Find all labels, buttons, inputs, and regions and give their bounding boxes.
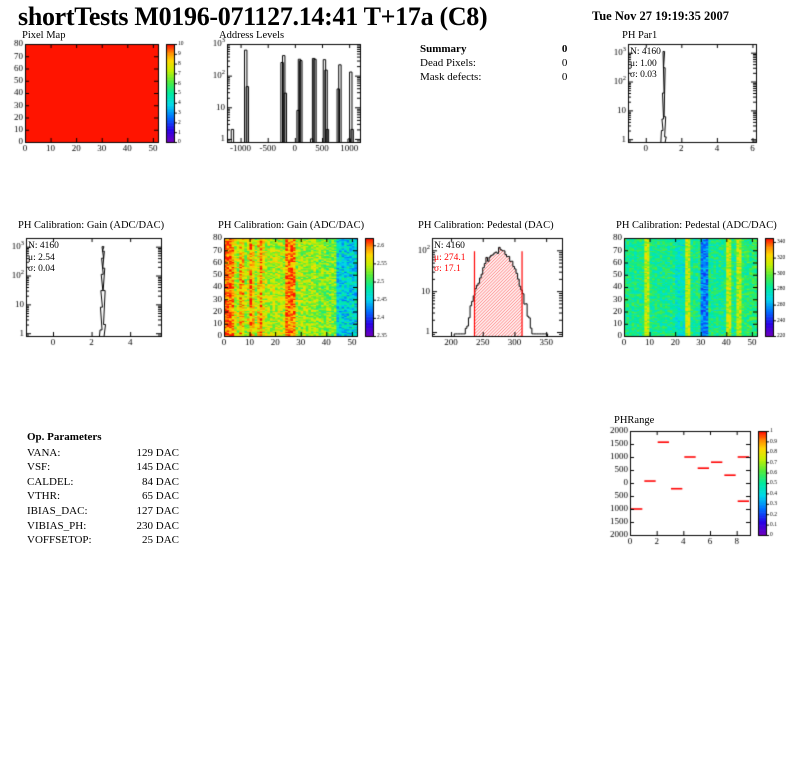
stat-sigma-ph-par1: σ: 0.03 — [630, 70, 657, 80]
summary-block: Summary 0 Dead Pixels: 0 Mask defects: 0 — [420, 42, 567, 84]
op-param-value-vana: 129 DAC — [136, 446, 179, 459]
op-param-value-voffsetop: 25 DAC — [142, 534, 179, 547]
stat-n-ph-pedestal: N: 4160 — [434, 241, 465, 251]
chart-canvas-ph-par1 — [600, 30, 796, 160]
op-param-label-vana: VANA: — [27, 446, 61, 459]
summary-heading: Summary — [420, 43, 467, 55]
chart-ph-gain-hist: PH Calibration: Gain (ADC/DAC) N: 4160 μ… — [0, 220, 196, 355]
op-param-label-voffsetop: VOFFSETOP: — [27, 534, 92, 547]
chart-address-levels: Address Levels — [197, 30, 393, 160]
op-param-value-vthr: 65 DAC — [142, 490, 179, 503]
stats-ph-gain-hist: N: 4160 μ: 2.54 σ: 0.04 — [28, 241, 59, 276]
summary-value-mask-defects: 0 — [561, 71, 568, 83]
stat-n-ph-gain: N: 4160 — [28, 241, 59, 251]
op-param-label-vibias-ph: VIBIAS_PH: — [27, 519, 87, 532]
stat-mu-ph-par1: μ: 1.00 — [630, 58, 657, 69]
op-param-value-ibias-dac: 127 DAC — [136, 504, 179, 517]
op-parameters-block: Op. Parameters VANA: 129 DAC VSF: 145 DAC … — [27, 430, 179, 548]
chart-ph-pedestal-hist: PH Calibration: Pedestal (DAC) N: 4160 μ… — [402, 220, 598, 355]
chart-canvas-ph-gain-map — [200, 220, 396, 355]
op-parameters-heading: Op. Parameters — [27, 431, 102, 443]
summary-value-dead-pixels: 0 — [561, 57, 568, 69]
stats-ph-par1: N: 4160 μ: 1.00 σ: 0.03 — [630, 47, 661, 82]
op-param-label-vsf: VSF: — [27, 461, 51, 474]
op-param-value-caldel: 84 DAC — [142, 475, 179, 488]
stats-ph-pedestal: N: 4160 μ: 274.1 σ: 17.1 — [434, 241, 465, 276]
summary-label-mask-defects: Mask defects: — [420, 71, 482, 83]
chart-ph-par1: PH Par1 N: 4160 μ: 1.00 σ: 0.03 — [600, 30, 796, 160]
chart-ph-pedestal-map: PH Calibration: Pedestal (ADC/DAC) — [600, 220, 796, 355]
chart-canvas-pixel-map — [0, 30, 196, 160]
summary-label-dead-pixels: Dead Pixels: — [420, 57, 476, 69]
chart-ph-gain-map: PH Calibration: Gain (ADC/DAC) — [200, 220, 396, 355]
op-param-label-caldel: CALDEL: — [27, 475, 74, 488]
stat-n-ph-par1: N: 4160 — [630, 47, 661, 57]
op-param-value-vibias-ph: 230 DAC — [136, 519, 179, 532]
stat-mu-ph-gain: μ: 2.54 — [28, 252, 55, 263]
summary-heading-value: 0 — [561, 43, 568, 55]
stat-mu-ph-pedestal: μ: 274.1 — [434, 252, 466, 263]
chart-canvas-ph-pedestal-hist — [402, 220, 598, 355]
page-title: shortTests M0196-071127.14:41 T+17a (C8) — [18, 2, 488, 31]
chart-canvas-phrange — [600, 415, 796, 555]
chart-pixel-map: Pixel Map — [0, 30, 196, 160]
op-param-label-vthr: VTHR: — [27, 490, 60, 503]
op-param-label-ibias-dac: IBIAS_DAC: — [27, 504, 88, 517]
chart-canvas-address-levels — [197, 30, 393, 160]
chart-canvas-ph-pedestal-map — [600, 220, 796, 355]
op-param-value-vsf: 145 DAC — [136, 461, 179, 474]
chart-phrange: PHRange — [600, 415, 796, 555]
chart-canvas-ph-gain-hist — [0, 220, 196, 355]
stat-sigma-ph-gain: σ: 0.04 — [28, 264, 55, 274]
stat-sigma-ph-pedestal: σ: 17.1 — [434, 264, 461, 274]
timestamp: Tue Nov 27 19:19:35 2007 — [592, 9, 730, 23]
